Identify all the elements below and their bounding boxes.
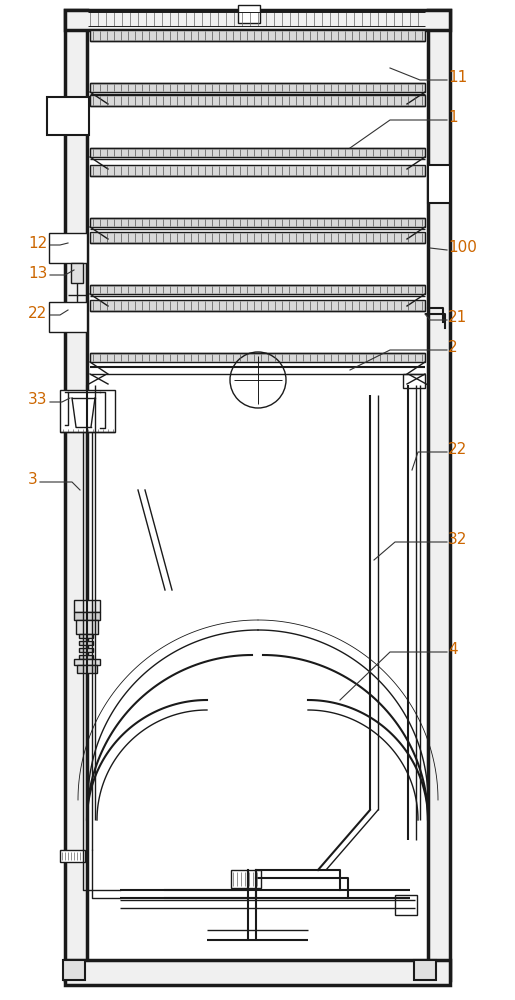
Bar: [60, 850, 85, 862]
Bar: [238, 5, 260, 23]
Bar: [90, 300, 425, 311]
Bar: [90, 218, 425, 227]
Bar: [414, 960, 436, 980]
Text: 2: 2: [448, 340, 458, 356]
Bar: [79, 634, 93, 638]
Bar: [77, 665, 97, 673]
Bar: [90, 353, 425, 362]
Bar: [74, 612, 100, 620]
Bar: [395, 895, 417, 915]
Bar: [79, 648, 93, 652]
Bar: [79, 641, 93, 645]
Text: 100: 100: [448, 240, 477, 255]
Bar: [63, 960, 85, 980]
Text: 3: 3: [28, 473, 38, 488]
Bar: [90, 165, 425, 176]
Text: 12: 12: [28, 235, 47, 250]
Text: 1: 1: [448, 110, 458, 125]
Bar: [90, 232, 425, 243]
Text: 11: 11: [448, 70, 467, 86]
Bar: [49, 302, 87, 332]
Bar: [60, 390, 115, 432]
Bar: [90, 30, 425, 41]
Bar: [90, 95, 425, 106]
Bar: [49, 233, 87, 263]
Text: 22: 22: [448, 442, 467, 458]
Bar: [79, 655, 93, 659]
Text: 4: 4: [448, 643, 458, 658]
Text: 33: 33: [28, 392, 47, 408]
Bar: [428, 165, 450, 203]
Bar: [90, 148, 425, 157]
Bar: [47, 97, 89, 135]
Bar: [65, 10, 87, 980]
Bar: [74, 659, 100, 665]
Bar: [428, 10, 450, 980]
Bar: [65, 10, 450, 30]
Bar: [231, 870, 261, 888]
Text: 22: 22: [28, 306, 47, 320]
Text: 21: 21: [448, 310, 467, 326]
Bar: [90, 285, 425, 294]
Bar: [74, 600, 100, 612]
Bar: [65, 960, 450, 985]
Bar: [90, 83, 425, 92]
Bar: [76, 620, 98, 634]
Bar: [403, 374, 425, 388]
Text: 32: 32: [448, 532, 468, 548]
Text: 13: 13: [28, 265, 47, 280]
Bar: [71, 263, 83, 283]
